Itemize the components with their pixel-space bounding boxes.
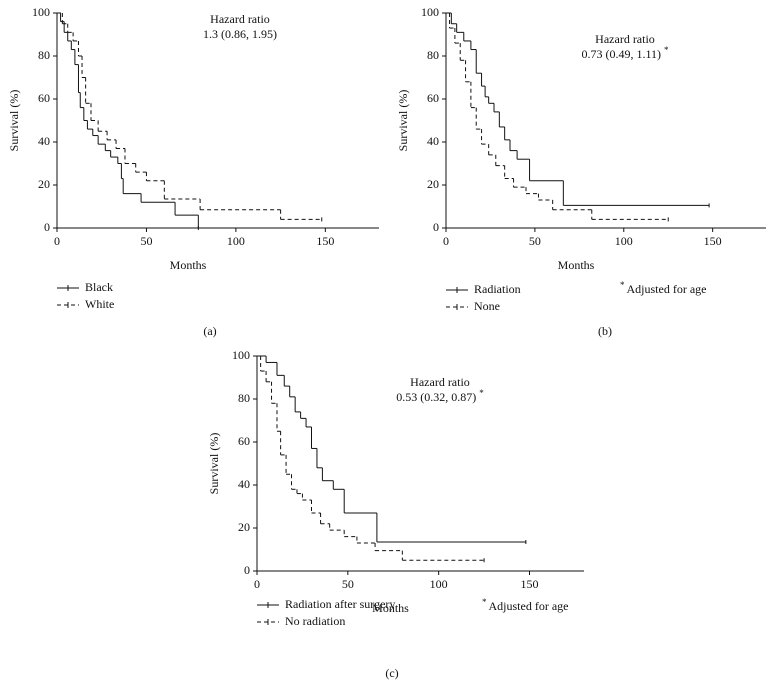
y-tick-label: 20 bbox=[38, 177, 50, 191]
y-tick-label: 0 bbox=[433, 220, 439, 234]
note-mark: * bbox=[479, 388, 484, 398]
panel-label: (c) bbox=[385, 666, 398, 680]
y-tick-label: 0 bbox=[44, 220, 50, 234]
hazard-value-text: 0.73 (0.49, 1.11) bbox=[581, 47, 661, 61]
y-tick-label: 80 bbox=[238, 391, 250, 405]
y-tick-label: 80 bbox=[38, 48, 50, 62]
note-mark: * bbox=[482, 597, 487, 607]
hazard-label: Hazard ratio bbox=[210, 12, 270, 26]
hazard-value-text: 1.3 (0.86, 1.95) bbox=[203, 27, 277, 41]
x-axis-label: Months bbox=[372, 601, 409, 615]
legend-label: No radiation bbox=[285, 614, 345, 628]
y-tick-label: 0 bbox=[244, 563, 250, 577]
x-axis-label: Months bbox=[170, 258, 207, 272]
hazard-value: 1.3 (0.86, 1.95) bbox=[203, 27, 277, 41]
y-tick-label: 60 bbox=[238, 434, 250, 448]
legend-label: Radiation bbox=[474, 282, 521, 296]
hazard-value: 0.53 (0.32, 0.87) * bbox=[396, 388, 484, 404]
x-tick-label: 50 bbox=[529, 234, 541, 248]
note-text: Adjusted for age bbox=[489, 599, 569, 613]
legend-label: Radiation after surgery bbox=[285, 597, 395, 611]
note-mark: * bbox=[664, 45, 669, 55]
hazard-value: 0.73 (0.49, 1.11) * bbox=[581, 45, 669, 61]
y-tick-label: 40 bbox=[427, 134, 439, 148]
legend-label: White bbox=[85, 297, 114, 311]
x-tick-label: 50 bbox=[342, 577, 354, 591]
y-tick-label: 60 bbox=[38, 91, 50, 105]
x-tick-label: 100 bbox=[227, 234, 245, 248]
y-tick-label: 20 bbox=[427, 177, 439, 191]
y-axis-label: Survival (%) bbox=[396, 90, 410, 152]
panel-label: (a) bbox=[203, 324, 216, 338]
x-tick-label: 150 bbox=[316, 234, 334, 248]
x-tick-label: 150 bbox=[521, 577, 539, 591]
y-tick-label: 20 bbox=[238, 520, 250, 534]
hazard-label: Hazard ratio bbox=[595, 32, 655, 46]
y-tick-label: 100 bbox=[232, 348, 250, 362]
y-tick-label: 60 bbox=[427, 91, 439, 105]
y-tick-label: 100 bbox=[421, 5, 439, 19]
x-tick-label: 0 bbox=[443, 234, 449, 248]
legend-label: None bbox=[474, 299, 500, 313]
x-tick-label: 100 bbox=[615, 234, 633, 248]
hazard-label: Hazard ratio bbox=[410, 375, 470, 389]
note-text: Adjusted for age bbox=[627, 282, 707, 296]
note: * Adjusted for age bbox=[482, 597, 568, 613]
x-tick-label: 150 bbox=[704, 234, 722, 248]
note: * Adjusted for age bbox=[620, 280, 706, 296]
hazard-value-text: 0.53 (0.32, 0.87) bbox=[396, 390, 476, 404]
y-tick-label: 40 bbox=[38, 134, 50, 148]
y-axis-label: Survival (%) bbox=[7, 90, 21, 152]
note-mark: * bbox=[620, 280, 625, 290]
x-tick-label: 50 bbox=[140, 234, 152, 248]
x-tick-label: 0 bbox=[54, 234, 60, 248]
x-tick-label: 100 bbox=[430, 577, 448, 591]
x-tick-label: 0 bbox=[254, 577, 260, 591]
legend-label: Black bbox=[85, 280, 113, 294]
y-tick-label: 100 bbox=[32, 5, 50, 19]
panel-label: (b) bbox=[598, 324, 612, 338]
x-axis-label: Months bbox=[558, 258, 595, 272]
y-tick-label: 40 bbox=[238, 477, 250, 491]
y-tick-label: 80 bbox=[427, 48, 439, 62]
y-axis-label: Survival (%) bbox=[207, 433, 221, 495]
